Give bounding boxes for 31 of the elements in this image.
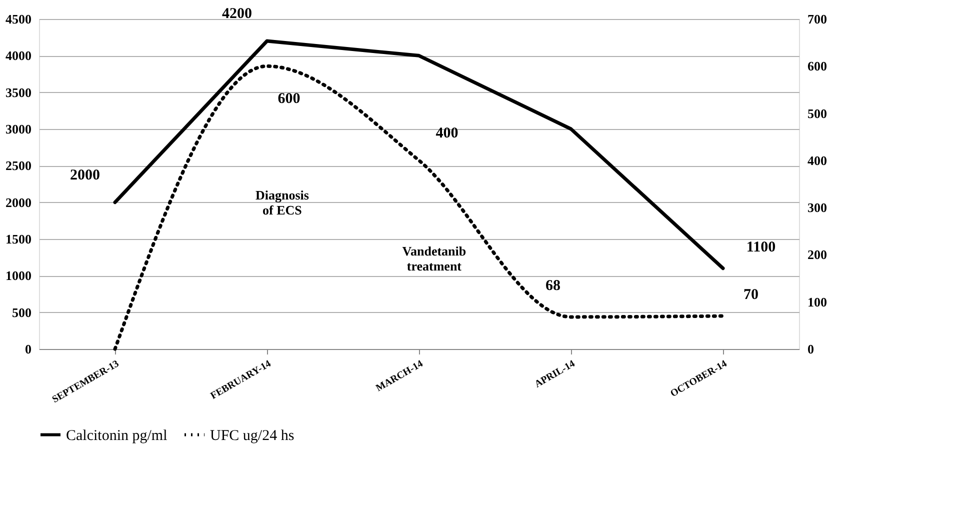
data-label: 2000 bbox=[70, 167, 100, 184]
legend-label: UFC ug/24 hs bbox=[210, 428, 294, 444]
y-tick-label: 2000 bbox=[6, 194, 32, 210]
y2-tick-label: 600 bbox=[808, 58, 827, 74]
y2-tick-label: 500 bbox=[808, 106, 827, 121]
y2-tick-label: 300 bbox=[808, 200, 827, 216]
y-tick-label: 3000 bbox=[6, 122, 32, 136]
y-tick-label: 1500 bbox=[6, 232, 32, 246]
data-label: 1100 bbox=[746, 239, 776, 256]
y-tick-label: 2500 bbox=[6, 158, 32, 174]
y2-tick-label: 0 bbox=[808, 342, 814, 356]
y-tick-label: 500 bbox=[12, 304, 32, 320]
line-series bbox=[113, 39, 725, 270]
y-tick-label: 0 bbox=[25, 342, 32, 356]
y2-tick-label: 400 bbox=[808, 152, 827, 168]
y2-tick-label: 100 bbox=[808, 294, 827, 310]
data-label: 68 bbox=[546, 278, 560, 294]
annotation: Vandetanib treatment bbox=[402, 244, 466, 274]
data-label: 400 bbox=[436, 125, 458, 142]
annotation: Diagnosis of ECS bbox=[255, 188, 309, 218]
y2-tick-label: 200 bbox=[808, 247, 827, 262]
y-tick-label: 4000 bbox=[6, 48, 32, 64]
y2-tick-label: 700 bbox=[808, 12, 827, 26]
line-series bbox=[113, 64, 725, 351]
y-tick-label: 3500 bbox=[6, 84, 32, 100]
legend-label: Calcitonin pg/ml bbox=[66, 428, 168, 444]
y-tick-label: 4500 bbox=[6, 12, 32, 26]
data-label: 600 bbox=[278, 91, 300, 108]
y-tick-label: 1000 bbox=[6, 268, 32, 284]
data-label: 4200 bbox=[222, 6, 252, 22]
data-label: 70 bbox=[744, 287, 758, 303]
